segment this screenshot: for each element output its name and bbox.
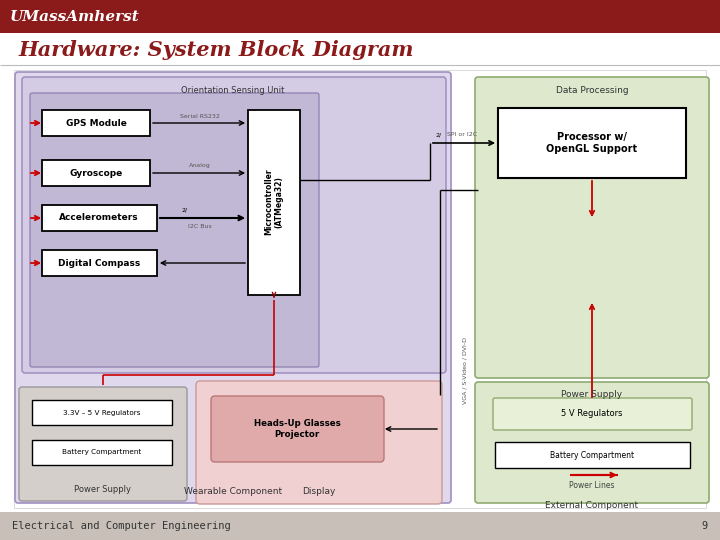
FancyBboxPatch shape	[22, 77, 446, 373]
Text: 5 V Regulators: 5 V Regulators	[562, 409, 623, 418]
Text: Heads-Up Glasses
Projector: Heads-Up Glasses Projector	[253, 419, 341, 438]
FancyBboxPatch shape	[196, 381, 442, 504]
Text: 3.3V – 5 V Regulators: 3.3V – 5 V Regulators	[63, 410, 140, 416]
Bar	[42, 250, 157, 276]
Text: 2/: 2/	[436, 132, 442, 138]
FancyBboxPatch shape	[493, 398, 692, 430]
Bar	[14, 70, 706, 508]
Text: Digital Compass: Digital Compass	[58, 259, 140, 267]
FancyBboxPatch shape	[211, 396, 384, 462]
FancyBboxPatch shape	[15, 72, 451, 503]
Bar	[42, 110, 150, 136]
Bar	[32, 400, 172, 425]
Text: Microcontroller
(ATMega32): Microcontroller (ATMega32)	[264, 168, 284, 235]
Text: Electrical and Computer Engineering: Electrical and Computer Engineering	[12, 521, 230, 531]
Text: Data Processing: Data Processing	[556, 86, 629, 95]
Text: Hardware: System Block Diagram: Hardware: System Block Diagram	[18, 40, 413, 60]
Text: Gyroscope: Gyroscope	[69, 168, 122, 178]
Text: VGA / S-Video / DVI-D: VGA / S-Video / DVI-D	[462, 336, 467, 403]
Text: SPI or I2C: SPI or I2C	[447, 132, 477, 138]
Text: Power Supply: Power Supply	[74, 485, 132, 495]
Bar	[42, 205, 157, 231]
Text: Display: Display	[302, 488, 336, 496]
Bar	[32, 440, 172, 465]
FancyBboxPatch shape	[19, 387, 187, 501]
Text: Power Supply: Power Supply	[562, 390, 623, 399]
Bar	[495, 442, 690, 468]
Text: Processor w/
OpenGL Support: Processor w/ OpenGL Support	[546, 132, 638, 154]
Bar	[0, 512, 720, 540]
Text: 9: 9	[702, 521, 708, 531]
Text: Orientation Sensing Unit: Orientation Sensing Unit	[181, 86, 284, 95]
Bar	[0, 0, 720, 33]
Text: Wearable Component: Wearable Component	[184, 488, 282, 496]
Text: Accelerometers: Accelerometers	[59, 213, 139, 222]
Text: Battery Compartment: Battery Compartment	[550, 450, 634, 460]
Text: Analog: Analog	[189, 163, 211, 167]
Bar	[248, 110, 300, 295]
Text: Battery Compartment: Battery Compartment	[63, 449, 142, 455]
Text: UMassAmherst: UMassAmherst	[10, 10, 140, 24]
FancyBboxPatch shape	[475, 77, 709, 378]
FancyBboxPatch shape	[475, 382, 709, 503]
Bar	[498, 108, 686, 178]
Bar	[42, 160, 150, 186]
Text: I2C Bus: I2C Bus	[188, 224, 212, 228]
Text: Power Lines: Power Lines	[570, 481, 615, 489]
Text: GPS Module: GPS Module	[66, 118, 127, 127]
FancyBboxPatch shape	[30, 93, 319, 367]
Text: Serial RS232: Serial RS232	[180, 113, 220, 118]
Text: External Component: External Component	[546, 502, 639, 510]
Text: 2/: 2/	[182, 207, 188, 213]
